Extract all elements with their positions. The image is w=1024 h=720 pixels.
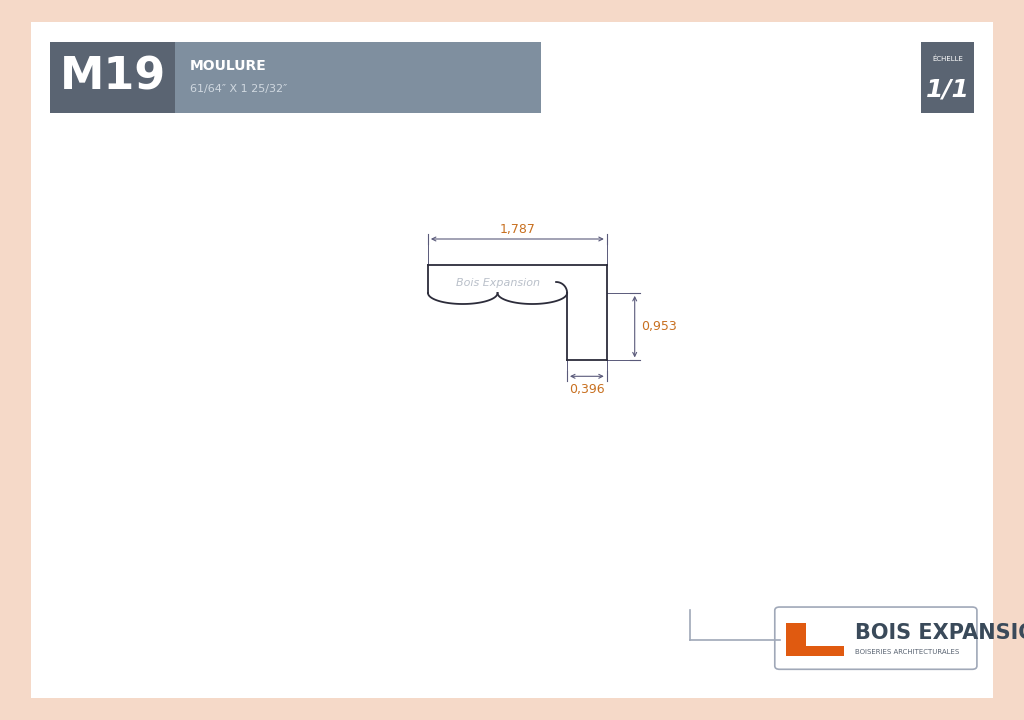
Text: BOISERIES ARCHITECTURALES: BOISERIES ARCHITECTURALES xyxy=(855,649,958,655)
Text: 1,787: 1,787 xyxy=(500,223,536,236)
FancyBboxPatch shape xyxy=(922,42,974,113)
Text: ÉCHELLE: ÉCHELLE xyxy=(932,55,963,62)
Text: BOIS EXPANSION: BOIS EXPANSION xyxy=(855,623,1024,643)
Text: M19: M19 xyxy=(59,55,166,99)
Text: 61/64″ X 1 25/32″: 61/64″ X 1 25/32″ xyxy=(189,84,287,94)
FancyBboxPatch shape xyxy=(50,42,175,113)
Text: 0,396: 0,396 xyxy=(569,383,605,396)
FancyBboxPatch shape xyxy=(175,42,541,113)
Text: Bois Expansion: Bois Expansion xyxy=(456,278,540,288)
Bar xyxy=(786,623,806,657)
Text: 0,953: 0,953 xyxy=(641,320,677,333)
Text: MOULURE: MOULURE xyxy=(189,58,266,73)
Bar xyxy=(786,647,844,657)
Text: 1/1: 1/1 xyxy=(926,77,970,102)
FancyBboxPatch shape xyxy=(22,15,1002,705)
